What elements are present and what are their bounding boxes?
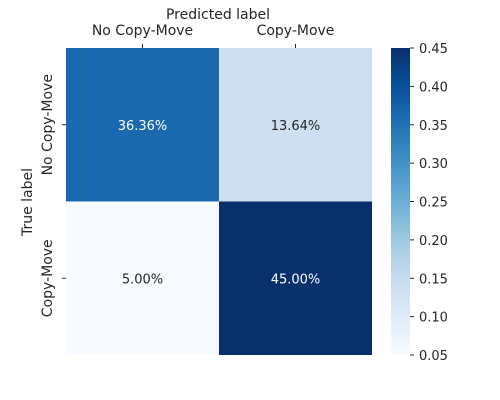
colorbar-tick-label: 0.45 <box>419 42 448 57</box>
cell-value-label: 36.36% <box>118 119 168 134</box>
colorbar-tick-label: 0.20 <box>419 234 448 249</box>
x-tick-labels: No Copy-Move Copy-Move <box>92 23 335 48</box>
colorbar <box>391 48 410 355</box>
x-tick-label: Copy-Move <box>257 23 335 39</box>
heatmap-cell <box>219 48 372 202</box>
colorbar-ticks: 0.05 0.10 0.15 0.20 0.25 0.30 0.35 0.40 0.45 <box>410 42 448 364</box>
heatmap-cell <box>66 201 219 355</box>
cell-value-label: 13.64% <box>271 119 321 134</box>
colorbar-tick-label: 0.15 <box>419 272 448 287</box>
cell-value-label: 5.00% <box>122 272 163 287</box>
heatmap-cells <box>66 48 372 355</box>
cell-value-label: 45.00% <box>271 272 321 287</box>
colorbar-tick-label: 0.30 <box>419 157 448 172</box>
colorbar-tick-label: 0.40 <box>419 80 448 95</box>
colorbar-tick-label: 0.10 <box>419 311 448 326</box>
heatmap-cell <box>219 201 372 355</box>
y-tick-label: Copy-Move <box>40 239 56 317</box>
y-axis-label: True label <box>20 168 36 237</box>
heatmap-cell-labels: 36.36% 13.64% 5.00% 45.00% <box>118 119 321 288</box>
heatmap-cell <box>66 48 219 202</box>
y-tick-labels: No Copy-Move Copy-Move <box>40 74 66 317</box>
colorbar-tick-label: 0.25 <box>419 196 448 211</box>
colorbar-tick-label: 0.05 <box>419 349 448 364</box>
y-tick-label: No Copy-Move <box>40 74 56 175</box>
x-axis-label: Predicted label <box>166 7 270 23</box>
x-tick-label: No Copy-Move <box>92 23 193 39</box>
colorbar-tick-label: 0.35 <box>419 119 448 134</box>
